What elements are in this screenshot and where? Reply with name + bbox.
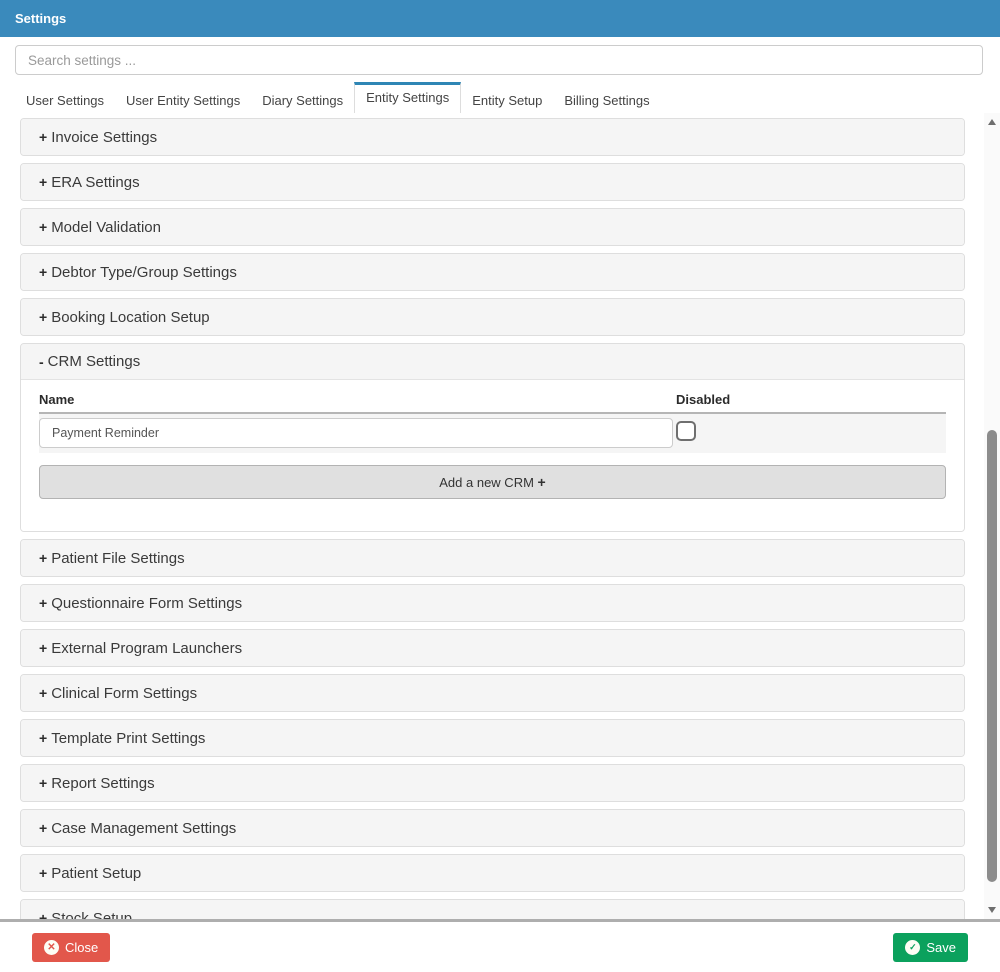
crm-column-name: Name	[39, 392, 75, 407]
vertical-scrollbar[interactable]	[984, 113, 1000, 919]
accordion-header-era-settings[interactable]: + ERA Settings	[21, 164, 964, 200]
accordion-title: Stock Setup	[51, 909, 133, 920]
crm-disabled-cell	[676, 418, 696, 446]
accordion-header-debtor-type-group-settings[interactable]: + Debtor Type/Group Settings	[21, 254, 964, 290]
expand-plus-icon: +	[39, 309, 48, 325]
accordion-model-validation: + Model Validation	[20, 208, 965, 246]
footer-divider	[0, 919, 1000, 922]
expand-plus-icon: +	[39, 865, 48, 881]
tab-diary-settings[interactable]: Diary Settings	[262, 93, 344, 108]
expand-plus-icon: +	[39, 129, 48, 145]
accordion-crm-settings: - CRM Settings Name Disabled	[20, 343, 965, 532]
accordion-title: Template Print Settings	[51, 729, 206, 747]
accordion-header-case-management-settings[interactable]: + Case Management Settings	[21, 810, 964, 846]
crm-table: Name Disabled	[39, 392, 946, 453]
settings-scroll-area: + Invoice Settings + ERA Settings + Mode…	[0, 113, 984, 919]
tab-user-entity-settings[interactable]: User Entity Settings	[126, 93, 241, 108]
accordion-title: CRM Settings	[47, 353, 141, 370]
crm-column-disabled: Disabled	[676, 392, 731, 407]
crm-name-cell	[39, 418, 676, 448]
expand-plus-icon: +	[39, 685, 48, 701]
tab-user-settings[interactable]: User Settings	[26, 93, 105, 108]
scroll-down-arrow-icon[interactable]	[984, 903, 1000, 917]
accordion-report-settings: + Report Settings	[20, 764, 965, 802]
check-circle-icon: ✓	[905, 940, 921, 955]
expand-plus-icon: +	[39, 595, 48, 611]
plus-icon: +	[537, 474, 546, 490]
expand-plus-icon: +	[39, 640, 48, 656]
accordion-header-report-settings[interactable]: + Report Settings	[21, 765, 964, 801]
scrollbar-thumb[interactable]	[987, 430, 997, 882]
accordion-title: Questionnaire Form Settings	[51, 594, 243, 612]
crm-disabled-checkbox[interactable]	[676, 421, 696, 441]
close-button-label: Close	[65, 940, 99, 955]
page-title: Settings	[15, 11, 67, 26]
accordion-header-invoice-settings[interactable]: + Invoice Settings	[21, 119, 964, 155]
add-new-crm-label: Add a new CRM	[439, 475, 538, 490]
accordion-header-template-print-settings[interactable]: + Template Print Settings	[21, 720, 964, 756]
crm-name-input[interactable]	[39, 418, 673, 448]
accordion-title: Booking Location Setup	[51, 308, 210, 326]
tab-entity-setup[interactable]: Entity Setup	[472, 93, 543, 108]
accordion-title: External Program Launchers	[51, 639, 243, 657]
close-button[interactable]: ✕ Close	[32, 933, 111, 962]
accordion-header-crm-settings[interactable]: - CRM Settings	[21, 344, 964, 380]
accordion-template-print-settings: + Template Print Settings	[20, 719, 965, 757]
scroll-up-arrow-icon[interactable]	[984, 115, 1000, 129]
tab-entity-settings[interactable]: Entity Settings	[354, 82, 462, 113]
accordion-era-settings: + ERA Settings	[20, 163, 965, 201]
accordion-header-questionnaire-form-settings[interactable]: + Questionnaire Form Settings	[21, 585, 964, 621]
accordion-external-program-launchers: + External Program Launchers	[20, 629, 965, 667]
accordion-title: Invoice Settings	[51, 128, 158, 146]
accordion-header-external-program-launchers[interactable]: + External Program Launchers	[21, 630, 964, 666]
accordion-header-stock-setup[interactable]: + Stock Setup	[21, 900, 964, 919]
accordion-header-model-validation[interactable]: + Model Validation	[21, 209, 964, 245]
tab-billing-settings[interactable]: Billing Settings	[564, 93, 650, 108]
accordion-patient-setup: + Patient Setup	[20, 854, 965, 892]
save-button[interactable]: ✓ Save	[893, 933, 968, 962]
accordion-title: Debtor Type/Group Settings	[51, 263, 237, 281]
expand-plus-icon: +	[39, 910, 48, 919]
expand-plus-icon: +	[39, 264, 48, 280]
accordion-header-booking-location-setup[interactable]: + Booking Location Setup	[21, 299, 964, 335]
accordion-title: Clinical Form Settings	[51, 684, 198, 702]
expand-plus-icon: +	[39, 820, 48, 836]
expand-plus-icon: +	[39, 550, 48, 566]
expand-plus-icon: +	[39, 174, 48, 190]
accordion-questionnaire-form-settings: + Questionnaire Form Settings	[20, 584, 965, 622]
accordion-clinical-form-settings: + Clinical Form Settings	[20, 674, 965, 712]
expand-plus-icon: +	[39, 775, 48, 791]
accordion-booking-location-setup: + Booking Location Setup	[20, 298, 965, 336]
accordion-header-patient-file-settings[interactable]: + Patient File Settings	[21, 540, 964, 576]
add-new-crm-button[interactable]: Add a new CRM +	[39, 465, 946, 499]
close-circle-icon: ✕	[44, 940, 59, 955]
search-input[interactable]	[15, 45, 983, 75]
crm-table-row	[39, 414, 946, 453]
accordion-title: Patient File Settings	[51, 549, 185, 567]
save-button-label: Save	[926, 940, 956, 955]
collapse-minus-icon: -	[39, 353, 44, 370]
accordion-header-patient-setup[interactable]: + Patient Setup	[21, 855, 964, 891]
accordion-invoice-settings: + Invoice Settings	[20, 118, 965, 156]
crm-settings-body: Name Disabled Add a new CRM +	[21, 380, 964, 531]
accordion-title: Patient Setup	[51, 864, 142, 882]
expand-plus-icon: +	[39, 730, 48, 746]
expand-plus-icon: +	[39, 219, 48, 235]
accordion-title: Case Management Settings	[51, 819, 237, 837]
accordion-stock-setup: + Stock Setup	[20, 899, 965, 919]
accordion-header-clinical-form-settings[interactable]: + Clinical Form Settings	[21, 675, 964, 711]
accordion-case-management-settings: + Case Management Settings	[20, 809, 965, 847]
accordion-list: + Invoice Settings + ERA Settings + Mode…	[0, 113, 965, 919]
accordion-title: ERA Settings	[51, 173, 140, 191]
footer-bar: ✕ Close ✓ Save	[0, 922, 1000, 972]
accordion-title: Report Settings	[51, 774, 155, 792]
settings-tab-bar: User Settings User Entity Settings Diary…	[15, 82, 661, 113]
window-titlebar: Settings	[0, 0, 1000, 37]
crm-table-header: Name Disabled	[39, 392, 946, 414]
accordion-patient-file-settings: + Patient File Settings	[20, 539, 965, 577]
accordion-debtor-type-group-settings: + Debtor Type/Group Settings	[20, 253, 965, 291]
accordion-title: Model Validation	[51, 218, 161, 236]
search-container	[15, 45, 983, 75]
